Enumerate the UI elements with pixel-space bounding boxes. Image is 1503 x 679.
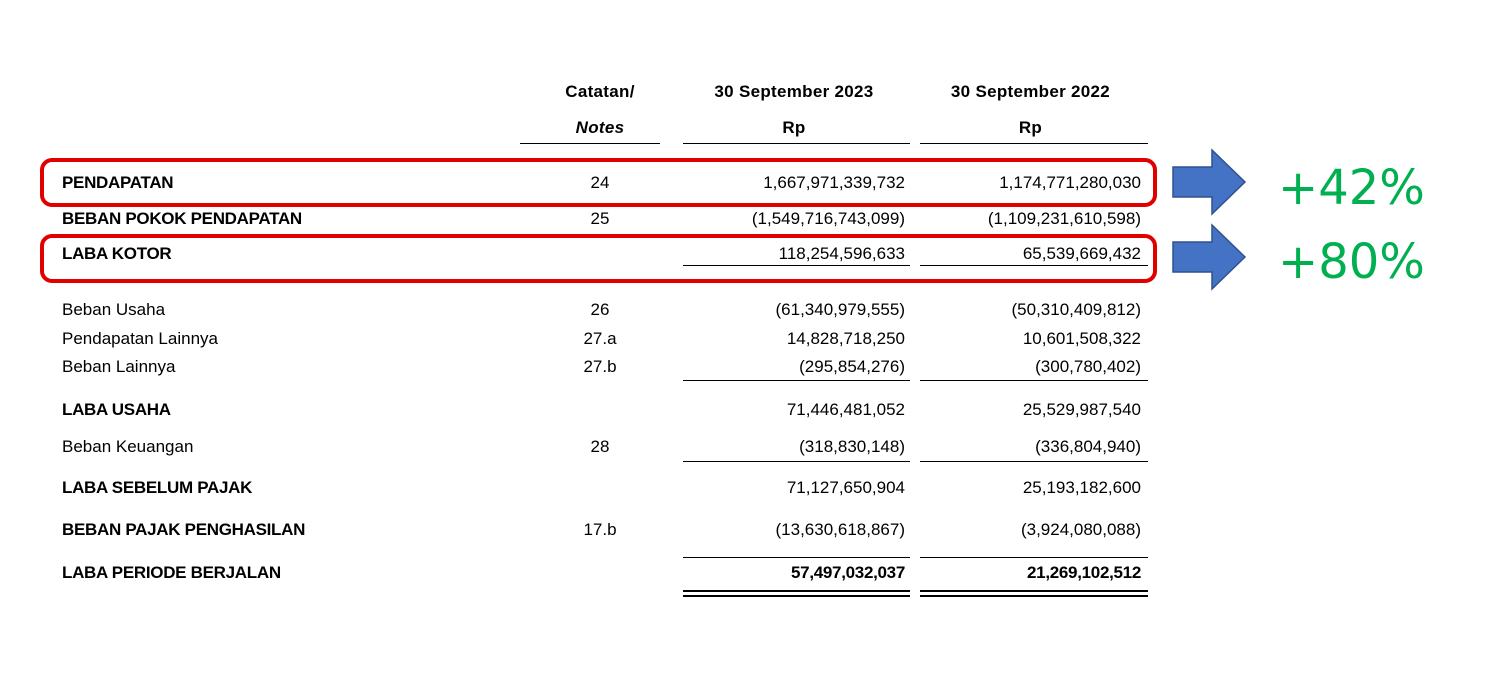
- value-2022: (336,804,940): [1035, 437, 1141, 456]
- table-row: Pendapatan Lainnya 27.a 14,828,718,250 10,6…: [0, 328, 1200, 350]
- value-2023: (13,630,618,867): [775, 520, 906, 539]
- row-label: LABA PERIODE BERJALAN: [62, 563, 281, 582]
- total-rule: [683, 557, 910, 558]
- header-notes-en: Notes: [575, 118, 625, 137]
- value-2022: 21,269,102,512: [1027, 563, 1141, 582]
- row-note: 24: [590, 173, 610, 192]
- subtotal-rule: [683, 461, 910, 462]
- value-2022: 25,193,182,600: [1022, 478, 1141, 497]
- row-label: Beban Lainnya: [62, 357, 176, 376]
- highlight-box: [40, 158, 1157, 207]
- arrow: [1172, 223, 1247, 291]
- row-label: PENDAPATAN: [62, 173, 174, 192]
- row-note: 25: [590, 209, 610, 228]
- header-rule: [683, 143, 910, 144]
- value-2022: 1,174,771,280,030: [999, 173, 1141, 192]
- table-row: Beban Lainnya 27.b (295,854,276) (300,780,4…: [0, 356, 1200, 378]
- header-col-2023: 30 September 2023: [714, 82, 874, 101]
- header-row-1: Catatan/ 30 September 2023 30 September …: [0, 81, 1200, 103]
- row-label: LABA USAHA: [62, 400, 171, 419]
- header-col-2022: 30 September 2022: [950, 82, 1111, 101]
- value-2023: 14,828,718,250: [786, 329, 905, 348]
- subtotal-rule: [920, 380, 1148, 381]
- header-row-2: Notes Rp Rp: [0, 117, 1200, 139]
- growth-annotation: +80%: [1278, 234, 1425, 290]
- value-2023: 57,497,032,037: [791, 563, 905, 582]
- value-2022: 25,529,987,540: [1022, 400, 1141, 419]
- table-row: Beban Usaha 26 (61,340,979,555) (50,310,409…: [0, 299, 1200, 321]
- value-2023: (318,830,148): [799, 437, 905, 456]
- value-2022: 10,601,508,322: [1022, 329, 1141, 348]
- arrow: [1172, 148, 1247, 216]
- value-2023: 71,446,481,052: [786, 400, 905, 419]
- value-2022: (3,924,080,088): [1020, 520, 1141, 539]
- arrows: [1172, 148, 1247, 291]
- row-note: 27.b: [583, 357, 617, 376]
- row-note: 28: [590, 437, 610, 456]
- row-label: LABA KOTOR: [62, 244, 172, 263]
- subtotal-rule: [920, 461, 1148, 462]
- header-currency-2022: Rp: [1018, 118, 1043, 137]
- table-row: PENDAPATAN 24 1,667,971,339,732 1,174,771,2…: [0, 172, 1200, 194]
- row-note: 26: [590, 300, 610, 319]
- row-note: 17.b: [583, 520, 617, 539]
- total-rule: [920, 557, 1148, 558]
- row-label: Beban Keuangan: [62, 437, 194, 456]
- highlight-box: [40, 234, 1157, 283]
- value-2023: (61,340,979,555): [775, 300, 906, 319]
- row-label: LABA SEBELUM PAJAK: [62, 478, 253, 497]
- row-note: 27.a: [583, 329, 617, 348]
- subtotal-rule: [920, 265, 1148, 266]
- value-2023: (1,549,716,743,099): [751, 209, 905, 228]
- double-rule: [920, 590, 1148, 592]
- table-row: LABA SEBELUM PAJAK 71,127,650,904 25,193,1…: [0, 477, 1200, 499]
- value-2022: (300,780,402): [1035, 357, 1141, 376]
- row-label: BEBAN PAJAK PENGHASILAN: [62, 520, 306, 539]
- growth-annotation: +42%: [1278, 160, 1425, 216]
- value-2023: 1,667,971,339,732: [763, 173, 905, 192]
- table-row: LABA PERIODE BERJALAN 57,497,032,037 21,26…: [0, 562, 1200, 584]
- value-2023: 71,127,650,904: [786, 478, 905, 497]
- row-label: Pendapatan Lainnya: [62, 329, 218, 348]
- table-row: BEBAN POKOK PENDAPATAN 25 (1,549,716,743,0…: [0, 208, 1200, 230]
- value-2023: (295,854,276): [799, 357, 905, 376]
- double-rule: [683, 595, 910, 597]
- subtotal-rule: [683, 380, 910, 381]
- double-rule: [683, 590, 910, 592]
- double-rule: [920, 595, 1148, 597]
- table-row: LABA USAHA 71,446,481,052 25,529,987,540: [0, 399, 1200, 421]
- subtotal-rule: [683, 265, 910, 266]
- header-notes: Catatan/: [565, 82, 635, 101]
- value-2023: 118,254,596,633: [778, 244, 905, 263]
- table-row: Beban Keuangan 28 (318,830,148) (336,804,94…: [0, 436, 1200, 458]
- header-currency-2023: Rp: [782, 118, 806, 137]
- row-label: Beban Usaha: [62, 300, 166, 319]
- value-2022: (1,109,231,610,598): [987, 209, 1141, 228]
- row-label: BEBAN POKOK PENDAPATAN: [62, 209, 302, 228]
- header-rule: [920, 143, 1148, 144]
- table-row: BEBAN PAJAK PENGHASILAN 17.b (13,630,618,8…: [0, 519, 1200, 541]
- value-2022: 65,539,669,432: [1022, 244, 1141, 263]
- value-2022: (50,310,409,812): [1011, 300, 1142, 319]
- header-rule: [520, 143, 660, 144]
- table-row: LABA KOTOR 118,254,596,633 65,539,669,432: [0, 243, 1200, 265]
